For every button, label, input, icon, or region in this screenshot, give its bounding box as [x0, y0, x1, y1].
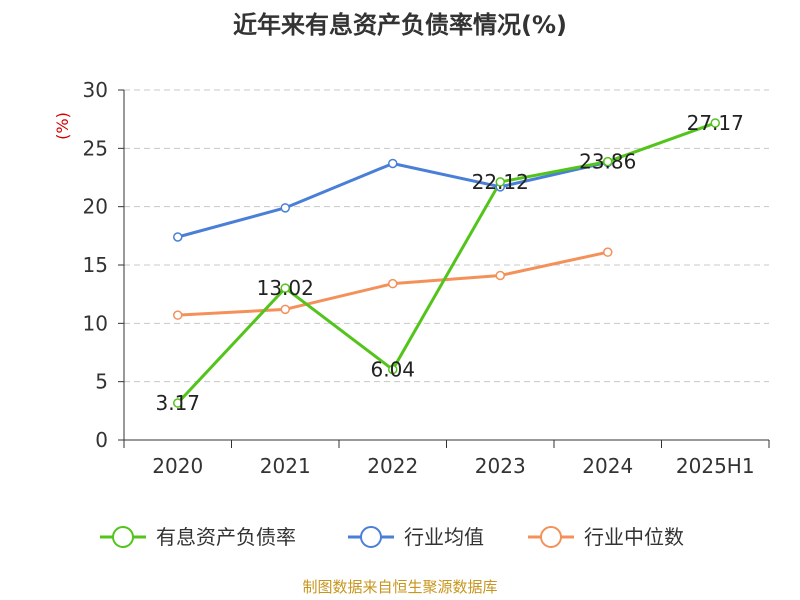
legend-label: 行业中位数 — [584, 525, 684, 549]
y-tick-label: 5 — [95, 370, 108, 394]
legend-marker — [540, 526, 562, 548]
y-tick-label: 30 — [83, 78, 108, 102]
axes: 0 5 10 15 20 25 30 2020 2021 2022 2023 2024 2025H1 — [83, 78, 770, 478]
y-tick-label: 20 — [83, 195, 108, 219]
data-labels: 3.17 13.02 6.04 22.12 23.86 27.17 — [155, 111, 743, 415]
x-tick-label: 2024 — [582, 454, 633, 478]
y-axis-unit-label: (%) — [53, 112, 72, 140]
x-tick-label: 2023 — [475, 454, 526, 478]
data-point — [280, 203, 290, 213]
legend[interactable]: 有息资产负债率 行业均值 行业中位数 — [100, 525, 684, 549]
legend-label: 行业均值 — [404, 525, 484, 549]
data-point — [173, 398, 183, 408]
data-label: 22.12 — [472, 170, 529, 194]
data-point — [495, 177, 505, 187]
data-point — [603, 247, 613, 257]
series-points — [173, 118, 720, 408]
legend-item-1[interactable]: 行业均值 — [348, 525, 484, 549]
data-point — [495, 270, 505, 281]
y-tick-label: 15 — [83, 253, 108, 277]
x-tick-label: 2022 — [367, 454, 418, 478]
legend-item-0[interactable]: 有息资产负债率 — [100, 525, 296, 549]
x-tick-label: 2020 — [152, 454, 203, 478]
gridlines — [124, 89, 769, 383]
data-point — [173, 310, 183, 320]
x-tick-label: 2021 — [260, 454, 311, 478]
data-point — [173, 232, 183, 242]
legend-marker — [360, 526, 382, 548]
legend-label: 有息资产负债率 — [156, 525, 296, 549]
data-label: 23.86 — [579, 150, 636, 174]
x-tick-label: 2025H1 — [676, 454, 755, 478]
series-line-0 — [176, 121, 716, 405]
y-tick-label: 25 — [83, 136, 108, 160]
y-tick-label: 0 — [95, 428, 108, 452]
data-point — [710, 118, 720, 128]
chart-title: 近年来有息资产负债率情况(%) — [233, 11, 567, 39]
legend-item-2[interactable]: 行业中位数 — [528, 525, 684, 549]
legend-marker — [112, 526, 134, 548]
data-point — [388, 364, 398, 375]
data-point — [388, 158, 398, 169]
data-point — [280, 283, 290, 293]
data-point — [280, 304, 290, 315]
source-note: 制图数据来自恒生聚源数据库 — [302, 578, 497, 596]
data-label: 6.04 — [370, 358, 415, 382]
data-label: 13.02 — [257, 276, 314, 300]
data-point — [603, 156, 613, 167]
data-point — [388, 278, 398, 289]
data-label: 3.17 — [155, 391, 200, 415]
y-tick-label: 10 — [83, 311, 108, 335]
data-label: 27.17 — [687, 111, 744, 135]
